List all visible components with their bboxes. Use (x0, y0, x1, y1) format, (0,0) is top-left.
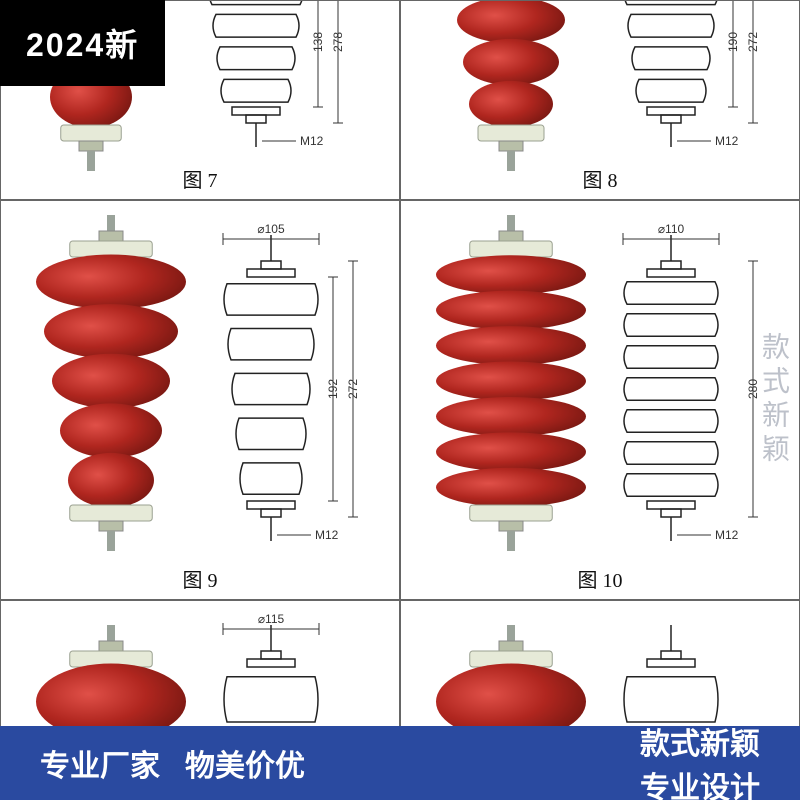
cell-8: 272 190 M12 图 8 (400, 0, 800, 200)
figure-label-8: 图 8 (583, 164, 618, 193)
figure-label-9: 图 9 (183, 564, 218, 593)
svg-text:272: 272 (746, 32, 760, 52)
svg-text:⌀115: ⌀115 (258, 612, 285, 626)
svg-text:⌀105: ⌀105 (257, 222, 285, 236)
svg-text:M12: M12 (715, 528, 739, 542)
arrester-photo-10 (411, 211, 611, 551)
catalog-grid: 278 138 M12 图 7 272 190 M12 图 8 ⌀105 272 192 M1… (0, 0, 800, 800)
dimension-drawing-7: 278 138 M12 (186, 0, 386, 157)
svg-text:190: 190 (726, 32, 740, 52)
side-watermark: 款式新颖 (754, 332, 794, 468)
svg-text:M12: M12 (715, 134, 739, 148)
dimension-drawing-8: 272 190 M12 (601, 0, 800, 157)
badge-2024: 2024新 (0, 0, 165, 86)
svg-text:192: 192 (326, 379, 340, 399)
cell-9: ⌀105 272 192 M12 图 9 (0, 200, 400, 600)
bottom-right-text: 款式新颖 专业设计 (640, 719, 760, 807)
figure-label-7: 图 7 (183, 164, 218, 193)
svg-text:⌀110: ⌀110 (658, 222, 685, 236)
svg-text:278: 278 (331, 32, 345, 52)
svg-text:M12: M12 (300, 134, 324, 148)
bottom-left-text: 专业厂家 物美价优 (40, 741, 305, 785)
figure-label-10: 图 10 (578, 564, 623, 593)
arrester-photo-9 (11, 211, 211, 551)
bottom-left-1: 专业厂家 (40, 750, 160, 783)
dimension-drawing-9: ⌀105 272 192 M12 (201, 221, 400, 551)
arrester-photo-8 (421, 0, 601, 171)
svg-text:138: 138 (311, 32, 325, 52)
cell-10: ⌀110280M12 图 10 (400, 200, 800, 600)
svg-text:M12: M12 (315, 528, 339, 542)
bottom-right-1: 款式新颖 (640, 719, 760, 763)
svg-text:272: 272 (346, 379, 360, 399)
bottom-left-2: 物美价优 (185, 750, 305, 783)
bottom-right-2: 专业设计 (640, 763, 760, 807)
bottom-bar: 专业厂家 物美价优 款式新颖 专业设计 (0, 726, 800, 800)
